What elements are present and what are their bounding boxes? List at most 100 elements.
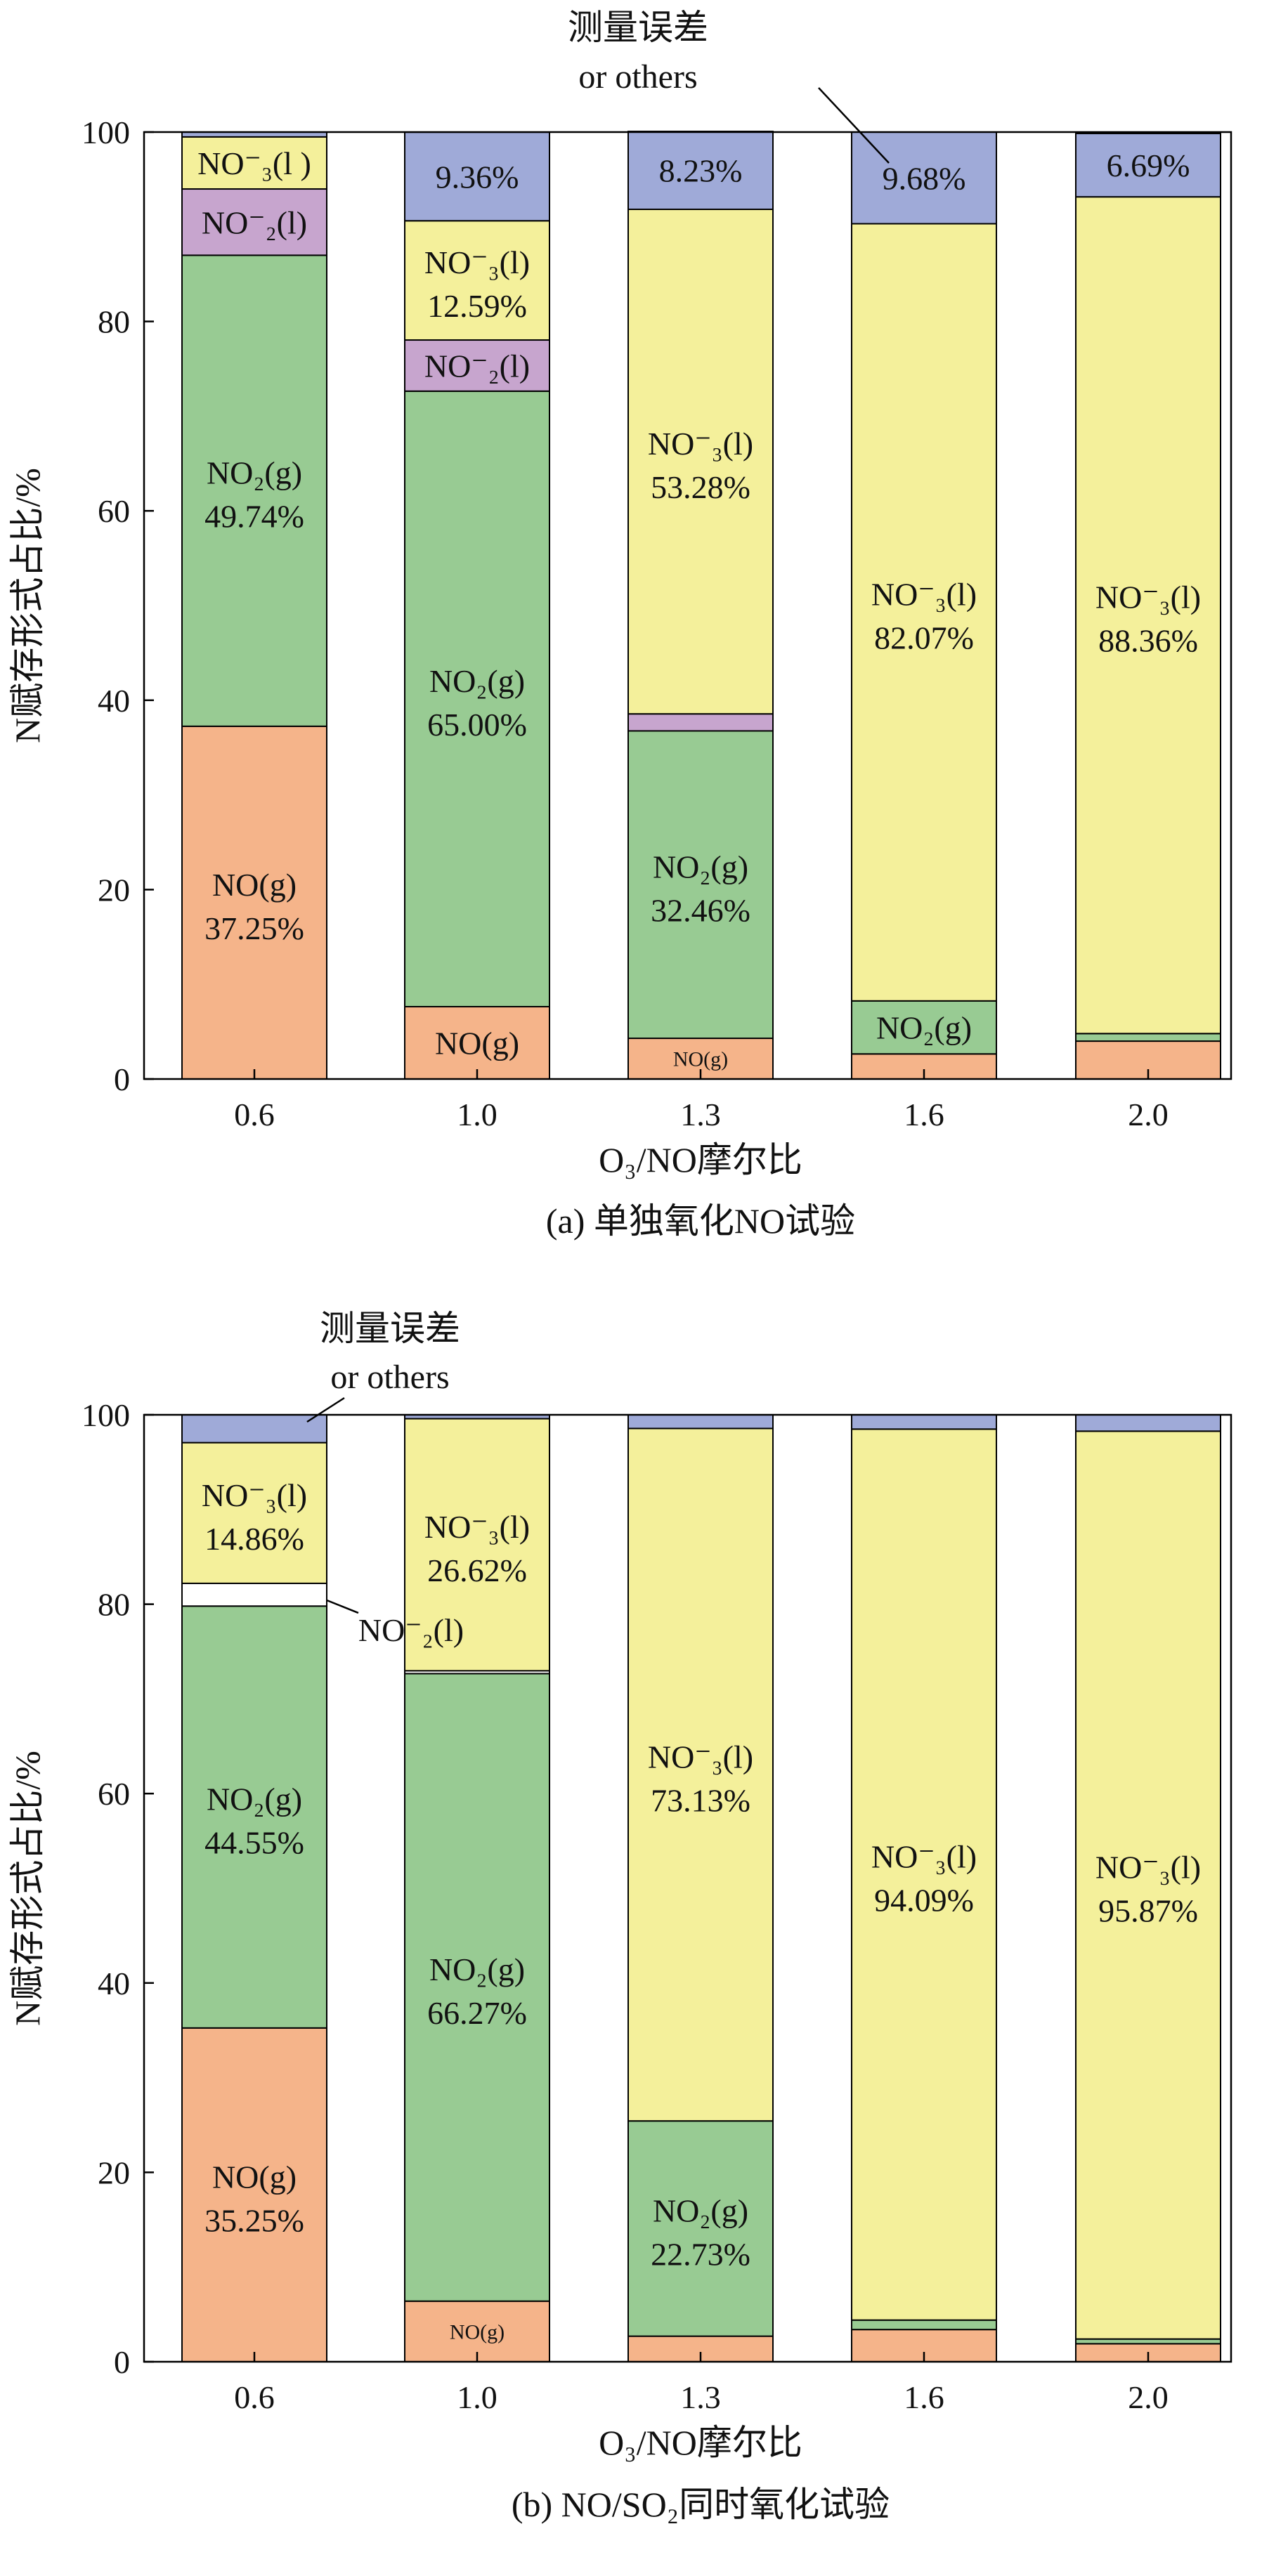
side-label: NO⁻₂(l)	[358, 1612, 464, 1648]
segment-label: NO₂(g)	[429, 663, 525, 699]
segment-label: NO(g)	[450, 2320, 505, 2343]
segment-label: NO⁻₃(l)	[424, 244, 530, 280]
segment-label: NO⁻₃(l )	[197, 145, 311, 181]
segment-label: NO(g)	[435, 1026, 519, 1061]
bar-segment-no3l	[851, 223, 997, 1002]
x-axis-label: O₃/NO摩尔比	[599, 2423, 802, 2462]
bar-segment-no3l	[851, 1428, 997, 2321]
bar-segment-no	[181, 2027, 327, 2363]
y-tick-label: 40	[98, 1966, 130, 2001]
segment-label: NO₂(g)	[207, 455, 302, 491]
x-tick-label: 1.6	[904, 2379, 944, 2415]
bar-segment-no3l	[181, 1441, 327, 1584]
segment-label: NO₂(g)	[207, 1781, 302, 1817]
y-tick-label: 0	[114, 2344, 130, 2380]
y-tick-label: 100	[82, 115, 130, 150]
bar-segment-no2	[851, 1000, 997, 1055]
y-tick-label: 80	[98, 304, 130, 340]
bar-segment-no	[404, 2300, 550, 2363]
segment-value-label: 37.25%	[204, 910, 304, 946]
y-tick-label: 0	[114, 1061, 130, 1097]
segment-label: NO₂(g)	[653, 2192, 748, 2228]
x-tick-label: 1.0	[457, 2379, 497, 2415]
bar-segment-no3l	[404, 220, 550, 341]
x-tick-label: 2.0	[1128, 2379, 1169, 2415]
annotation-label: 测量误差	[568, 8, 708, 47]
segment-value-label: 12.59%	[427, 288, 527, 324]
bar-segment-no2l	[627, 713, 774, 732]
segment-value-label: 14.86%	[204, 1521, 304, 1557]
bar-segment-no2	[851, 2319, 997, 2331]
segment-label: NO⁻₃(l)	[871, 1839, 977, 1875]
chart-panel-b: NO(g) 35.25% NO₂(g) 44.55% NO⁻₃(l) 14.86% NO(g…	[8, 1309, 1232, 2524]
bar-segment-no	[181, 725, 327, 1080]
bar-segment-err	[404, 131, 550, 222]
segment-value-label: 49.74%	[204, 499, 304, 535]
segment-value-label: 44.55%	[204, 1825, 304, 1861]
segment-label: NO⁻₃(l)	[648, 426, 753, 462]
segment-value-label: 73.13%	[651, 1782, 750, 1818]
bar-segment-no2	[181, 1605, 327, 2029]
annotation-label: or others	[330, 1359, 449, 1396]
bar-segment-err	[627, 131, 774, 210]
segment-label: NO⁻₂(l)	[202, 204, 307, 240]
segment-value-label: 66.27%	[427, 1995, 527, 2031]
segment-value-label: 88.36%	[1098, 623, 1198, 659]
x-tick-label: 1.6	[904, 1097, 944, 1132]
bar-segment-no2l	[404, 339, 550, 392]
segment-value-label: 32.46%	[651, 892, 750, 928]
y-tick-label: 100	[82, 1397, 130, 1433]
segment-label: 9.36%	[436, 159, 519, 195]
segment-label: NO₂(g)	[429, 1951, 525, 1987]
side-label-leader	[326, 1599, 359, 1614]
bar-segment-no2	[404, 390, 550, 1008]
annotation-label: 测量误差	[320, 1309, 460, 1348]
bar-segment-no2	[1075, 2338, 1221, 2345]
segment-value-label: 82.07%	[874, 620, 974, 656]
segment-label: NO₂(g)	[876, 1010, 972, 1046]
y-tick-label: 80	[98, 1587, 130, 1623]
segment-value-label: 26.62%	[427, 1552, 527, 1588]
segment-label: NO(g)	[212, 2159, 297, 2195]
x-tick-label: 2.0	[1128, 1097, 1169, 1132]
bar-segment-no3l	[627, 208, 774, 715]
annotation-label: or others	[578, 58, 697, 96]
chart-caption: (b) NO/SO₂同时氧化试验	[512, 2485, 890, 2524]
bar-segment-no3l	[181, 136, 327, 190]
bar-segment-err	[1075, 133, 1221, 198]
segment-value-label: 95.87%	[1098, 1892, 1198, 1928]
plot-frame	[143, 1413, 1232, 2363]
bar-segment-no3l	[404, 1418, 550, 1672]
y-tick-label: 20	[98, 872, 130, 908]
y-tick-label: 60	[98, 493, 130, 529]
segment-label: NO⁻₃(l)	[1095, 1849, 1201, 1885]
bar-segment-no3l	[1075, 1430, 1221, 2340]
y-axis-label: N赋存形式占比/%	[8, 468, 47, 743]
bar-segment-err	[1075, 1414, 1221, 1432]
segment-label: 8.23%	[659, 153, 743, 189]
segment-label: NO⁻₃(l)	[1095, 580, 1201, 615]
segment-label: NO⁻₃(l)	[202, 1477, 307, 1513]
chart-panel-a: NO(g) 37.25% NO₂(g) 49.74% NO⁻₂(l) NO⁻₃(l ) NO…	[8, 8, 1232, 1241]
annotation-leader	[306, 1397, 345, 1423]
segment-value-label: 94.09%	[874, 1883, 974, 1918]
bar-segment-no2	[1075, 1033, 1221, 1042]
x-tick-label: 0.6	[234, 1097, 275, 1132]
segment-label: NO₂(g)	[653, 849, 748, 884]
segment-label: NO(g)	[212, 867, 297, 903]
y-tick-label: 40	[98, 683, 130, 719]
x-tick-label: 1.3	[680, 2379, 721, 2415]
segment-label: NO⁻₃(l)	[648, 1739, 753, 1774]
x-tick-label: 0.6	[234, 2379, 275, 2415]
segment-value-label: 35.25%	[204, 2202, 304, 2238]
plot-frame	[143, 131, 1232, 1080]
x-tick-label: 1.0	[457, 1097, 497, 1132]
bar-segment-no2	[627, 2120, 774, 2337]
bar-segment-no2	[181, 254, 327, 727]
x-tick-label: 1.3	[680, 1097, 721, 1132]
annotation-leader	[818, 87, 890, 164]
bar-segment-err	[181, 1414, 327, 1444]
bar-segment-err	[851, 1414, 997, 1430]
segment-label: NO(g)	[673, 1048, 728, 1071]
